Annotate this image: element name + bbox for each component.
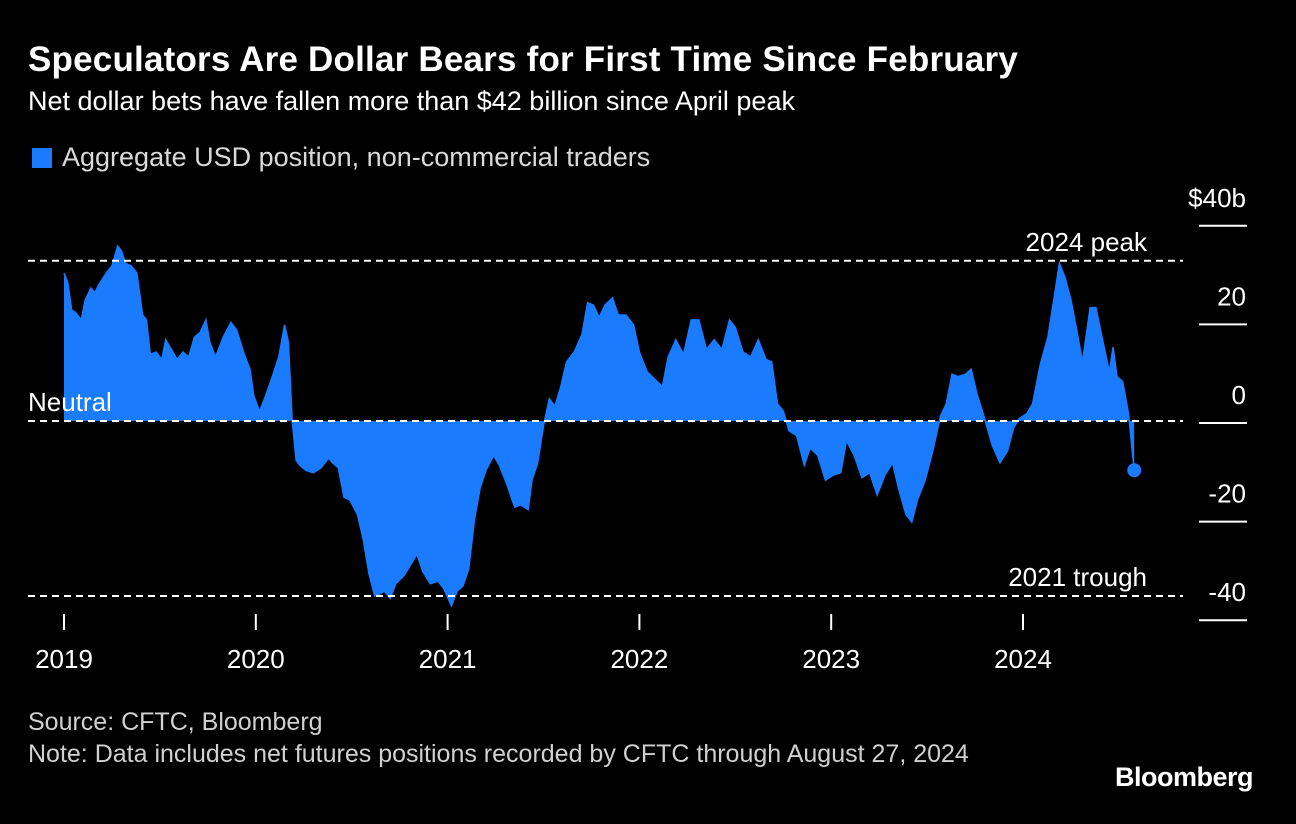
x-tick-label: 2019 — [35, 644, 93, 674]
legend-label: Aggregate USD position, non-commercial t… — [62, 142, 651, 172]
reference-line-label: 2024 peak — [1026, 227, 1148, 257]
x-tick-label: 2024 — [994, 644, 1052, 674]
chart-title: Speculators Are Dollar Bears for First T… — [28, 40, 1018, 79]
data-note: Note: Data includes net futures position… — [28, 740, 969, 768]
bloomberg-logo: Bloomberg — [1115, 762, 1254, 792]
legend-swatch — [32, 147, 52, 168]
chart-legend: Aggregate USD position, non-commercial t… — [32, 142, 650, 173]
y-tick-label: 20 — [1217, 281, 1246, 311]
series-area — [64, 246, 1135, 606]
reference-line-label: Neutral — [28, 387, 112, 417]
x-tick-label: 2023 — [802, 644, 860, 674]
series-line — [63, 244, 1135, 608]
y-tick-label: 0 — [1232, 380, 1246, 410]
y-tick-label: -20 — [1208, 479, 1246, 509]
end-marker — [1127, 463, 1142, 478]
y-tick-label: -40 — [1208, 577, 1246, 607]
x-tick-label: 2020 — [227, 644, 285, 674]
x-tick-label: 2022 — [610, 644, 668, 674]
y-tick-label: $40b — [1188, 183, 1246, 213]
x-tick-label: 2021 — [419, 644, 477, 674]
chart-subtitle: Net dollar bets have fallen more than $4… — [28, 86, 795, 116]
reference-line-label: 2021 trough — [1008, 562, 1147, 592]
source-note: Source: CFTC, Bloomberg — [28, 708, 323, 736]
